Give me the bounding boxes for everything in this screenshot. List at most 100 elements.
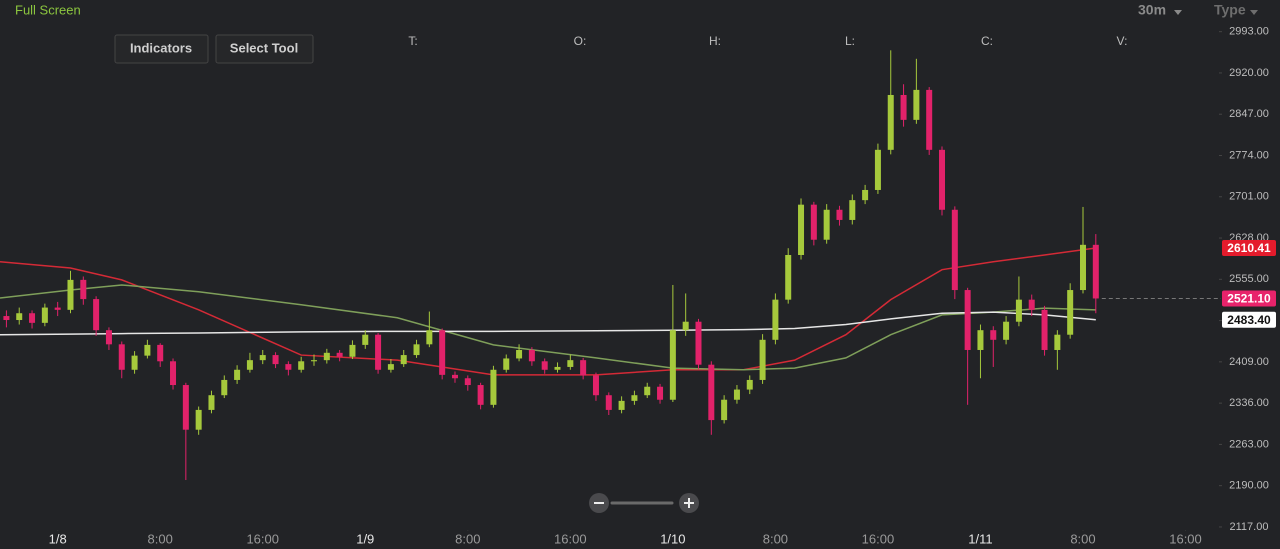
candle-body bbox=[234, 369, 241, 380]
candle-body bbox=[16, 313, 23, 321]
ohlc-label: L: bbox=[845, 34, 855, 48]
x-tick-label: 1/8 bbox=[49, 531, 67, 546]
candle-body bbox=[926, 89, 933, 150]
candle-body bbox=[3, 316, 10, 321]
ohlc-label: O: bbox=[574, 34, 587, 48]
candle-body bbox=[939, 149, 946, 210]
y-tick-label: 2701.00 bbox=[1229, 191, 1269, 203]
candle-body bbox=[93, 299, 100, 331]
price-marker-label: 2521.10 bbox=[1227, 292, 1271, 306]
candle-body bbox=[503, 358, 510, 370]
plot-area bbox=[0, 50, 1221, 481]
button-frame bbox=[114, 34, 209, 64]
candle-body bbox=[798, 204, 805, 255]
y-tick-label: 2993.00 bbox=[1229, 26, 1269, 38]
candle-body bbox=[54, 307, 61, 310]
interval-selector[interactable]: 30m bbox=[1138, 2, 1166, 18]
candle-body bbox=[285, 364, 292, 370]
candle-body bbox=[1003, 321, 1010, 340]
candle-body bbox=[759, 339, 766, 380]
candle-body bbox=[426, 330, 433, 345]
x-tick-label: 16:00 bbox=[246, 531, 279, 546]
candle-body bbox=[644, 386, 651, 396]
candle-body bbox=[913, 89, 920, 120]
price-marker bbox=[1222, 311, 1276, 328]
candle-body bbox=[964, 290, 971, 350]
candle-body bbox=[170, 361, 177, 386]
x-tick-label: 8:00 bbox=[763, 531, 788, 546]
y-tick-label: 2920.00 bbox=[1229, 67, 1269, 79]
full-screen-button[interactable]: Full Screen bbox=[15, 2, 81, 17]
candle-body bbox=[823, 209, 830, 240]
candle-body bbox=[733, 389, 740, 400]
candle-body bbox=[29, 313, 36, 323]
candle-body bbox=[708, 364, 715, 421]
candle-body bbox=[311, 360, 318, 362]
x-tick-label: 1/9 bbox=[356, 531, 374, 546]
caret bbox=[1174, 10, 1182, 15]
candle-body bbox=[413, 344, 420, 356]
candle-body bbox=[1079, 244, 1086, 291]
zoom-control bbox=[589, 493, 699, 513]
candle-body bbox=[887, 94, 894, 150]
ohlc-label: T: bbox=[408, 34, 417, 48]
candle-body bbox=[810, 204, 817, 240]
x-tick-label: 8:00 bbox=[455, 531, 480, 546]
select-tool-button[interactable]: Select Tool bbox=[230, 40, 298, 55]
candle-body bbox=[977, 330, 984, 350]
candle-body bbox=[208, 395, 215, 410]
price-marker-label: 2483.40 bbox=[1227, 313, 1271, 327]
y-tick-label: 2336.00 bbox=[1229, 397, 1269, 409]
price-marker-label: 2610.41 bbox=[1227, 241, 1271, 255]
candle-body bbox=[80, 279, 87, 300]
x-tick-label: 8:00 bbox=[148, 531, 173, 546]
candle-body bbox=[490, 369, 497, 405]
y-tick-label: 2409.00 bbox=[1229, 356, 1269, 368]
y-tick-label: 2190.00 bbox=[1229, 480, 1269, 492]
price-marker bbox=[1222, 239, 1276, 256]
candle-body bbox=[567, 360, 574, 367]
y-tick-label: 2847.00 bbox=[1229, 108, 1269, 120]
candle-body bbox=[618, 400, 625, 410]
candle-body bbox=[1028, 299, 1035, 310]
candle-body bbox=[695, 321, 702, 365]
y-tick-label: 2555.00 bbox=[1229, 273, 1269, 285]
candle-body bbox=[272, 355, 279, 365]
ohlc-legend: T: O: H: L: C: V: bbox=[408, 34, 1127, 48]
x-tick-label: 16:00 bbox=[862, 531, 895, 546]
candle-body bbox=[336, 352, 343, 357]
candle-body bbox=[464, 378, 471, 386]
candle-body bbox=[375, 334, 382, 370]
candle-body bbox=[1015, 299, 1022, 322]
ohlc-label: C: bbox=[981, 34, 993, 48]
candle-body bbox=[721, 399, 728, 421]
candle-body bbox=[67, 279, 74, 310]
candle-body bbox=[349, 344, 356, 357]
candle-body bbox=[836, 209, 843, 220]
candle-body bbox=[1067, 290, 1074, 335]
candle-body bbox=[1092, 244, 1099, 299]
candle-body bbox=[1054, 334, 1061, 350]
candle-body bbox=[785, 254, 792, 300]
candle-body bbox=[631, 395, 638, 401]
candle-body bbox=[541, 361, 548, 370]
candle-body bbox=[849, 200, 856, 220]
candle-body bbox=[118, 344, 125, 370]
price-axis: 1/8 8:00 16:00 1/9 8:00 16:00 1/10 8:00 16:00 1/1… bbox=[49, 26, 1276, 546]
candle-body bbox=[682, 321, 689, 331]
candle-body bbox=[246, 360, 253, 370]
y-tick-label: 2263.00 bbox=[1229, 438, 1269, 450]
candle-body bbox=[951, 209, 958, 291]
candle-body bbox=[362, 334, 369, 345]
type-selector[interactable]: Type bbox=[1214, 2, 1246, 18]
x-tick-label: 16:00 bbox=[1169, 531, 1202, 546]
indicators-button[interactable]: Indicators bbox=[130, 40, 192, 55]
candle-body bbox=[451, 374, 458, 379]
candle-body bbox=[387, 364, 394, 370]
candle-body bbox=[528, 349, 535, 362]
x-tick-label: 16:00 bbox=[554, 531, 587, 546]
candle-body bbox=[323, 352, 330, 361]
